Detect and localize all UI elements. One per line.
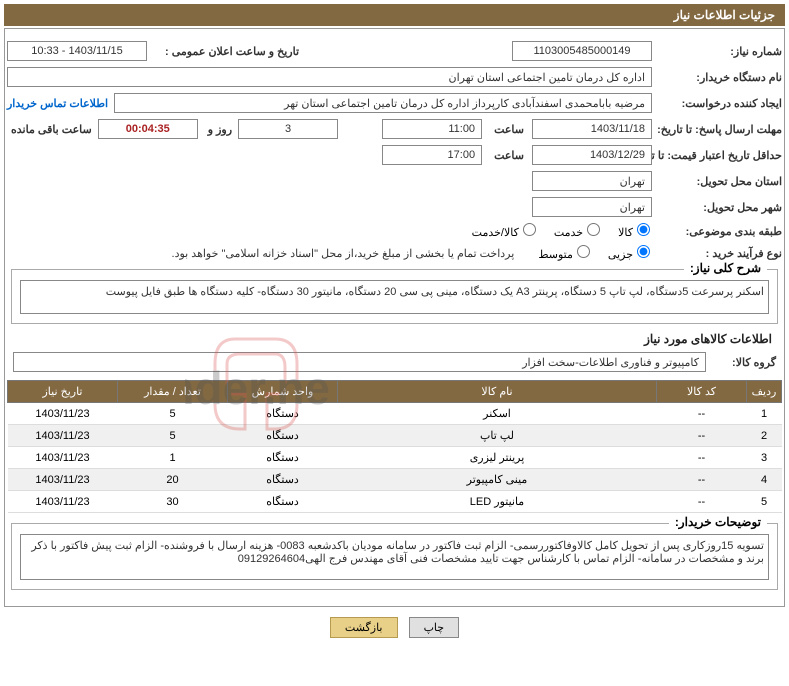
label-time-1: ساعت xyxy=(490,123,524,136)
link-buyer-contact[interactable]: اطلاعات تماس خریدار xyxy=(7,97,108,110)
label-validity: حداقل تاریخ اعتبار قیمت: تا تاریخ: xyxy=(652,149,782,162)
cell-idx: 5 xyxy=(747,491,782,513)
label-city: شهر محل تحویل: xyxy=(652,201,782,214)
radio-label-medium: متوسط xyxy=(538,249,573,261)
value-req-no: 1103005485000149 xyxy=(512,41,652,61)
cell-date: 1403/11/23 xyxy=(8,491,118,513)
cell-unit: دستگاه xyxy=(228,491,338,513)
cell-unit: دستگاه xyxy=(228,447,338,469)
back-button[interactable]: بازگشت xyxy=(330,617,398,638)
label-group: گروه کالا: xyxy=(706,356,776,369)
label-summary: شرح کلی نیاز: xyxy=(684,261,767,275)
cell-qty: 20 xyxy=(118,469,228,491)
value-province: تهران xyxy=(532,171,652,191)
label-category: طبقه بندی موضوعی: xyxy=(652,225,782,238)
cell-qty: 5 xyxy=(118,425,228,447)
section-items-title: اطلاعات کالاهای مورد نیاز xyxy=(7,332,772,346)
cell-code: -- xyxy=(657,403,747,425)
label-announce: تاریخ و ساعت اعلان عمومی : xyxy=(161,45,299,58)
cell-idx: 2 xyxy=(747,425,782,447)
value-timer: 00:04:35 xyxy=(98,119,198,139)
value-deadline-time: 11:00 xyxy=(382,119,482,139)
cell-date: 1403/11/23 xyxy=(8,403,118,425)
th-idx: رديف xyxy=(747,381,782,403)
radio-cat-goods[interactable] xyxy=(637,223,650,236)
cell-name: لپ تاپ xyxy=(338,425,657,447)
value-validity-date: 1403/12/29 xyxy=(532,145,652,165)
process-note: پرداخت تمام یا بخشی از مبلغ خرید،از محل … xyxy=(172,247,515,260)
th-code: کد کالا xyxy=(657,381,747,403)
radio-proc-partial[interactable] xyxy=(637,245,650,258)
radio-label-both: کالا/خدمت xyxy=(472,227,519,239)
th-date: تاریخ نیاز xyxy=(8,381,118,403)
label-deadline: مهلت ارسال پاسخ: تا تاریخ: xyxy=(652,123,782,136)
cell-date: 1403/11/23 xyxy=(8,469,118,491)
print-button[interactable]: چاپ xyxy=(409,617,460,638)
value-deadline-date: 1403/11/18 xyxy=(532,119,652,139)
cell-name: مانیتور LED xyxy=(338,491,657,513)
radio-label-goods: کالا xyxy=(618,227,633,239)
value-days-remaining: 3 xyxy=(238,119,338,139)
cell-idx: 3 xyxy=(747,447,782,469)
label-creator: ایجاد کننده درخواست: xyxy=(652,97,782,110)
value-announce: 1403/11/15 - 10:33 xyxy=(7,41,147,61)
label-buyer-org: نام دستگاه خریدار: xyxy=(652,71,782,84)
cell-unit: دستگاه xyxy=(228,425,338,447)
value-group: کامپیوتر و فناوری اطلاعات-سخت افزار xyxy=(13,352,706,372)
value-buyer-org: اداره کل درمان تامین اجتماعی استان تهران xyxy=(7,67,652,87)
th-name: نام کالا xyxy=(338,381,657,403)
items-table: رديف کد کالا نام کالا واحد شمارش تعداد /… xyxy=(7,380,782,513)
radio-cat-service[interactable] xyxy=(587,223,600,236)
value-validity-time: 17:00 xyxy=(382,145,482,165)
cell-qty: 1 xyxy=(118,447,228,469)
panel-title: جزئیات اطلاعات نیاز xyxy=(4,4,785,26)
label-days-and: روز و xyxy=(204,123,232,136)
label-req-no: شماره نیاز: xyxy=(652,45,782,58)
label-remaining: ساعت باقى مانده xyxy=(7,123,92,136)
cell-qty: 30 xyxy=(118,491,228,513)
cell-idx: 1 xyxy=(747,403,782,425)
th-qty: تعداد / مقدار xyxy=(118,381,228,403)
radio-label-service: خدمت xyxy=(554,227,583,239)
cell-date: 1403/11/23 xyxy=(8,425,118,447)
textarea-buyer-notes xyxy=(20,534,769,580)
cell-idx: 4 xyxy=(747,469,782,491)
label-process: نوع فرآیند خرید : xyxy=(652,247,782,260)
table-row: 1--اسکنردستگاه51403/11/23 xyxy=(8,403,782,425)
value-city: تهران xyxy=(532,197,652,217)
cell-name: پرینتر لیزری xyxy=(338,447,657,469)
cell-code: -- xyxy=(657,447,747,469)
cell-unit: دستگاه xyxy=(228,403,338,425)
label-time-2: ساعت xyxy=(490,149,524,162)
radio-label-partial: جزیی xyxy=(608,249,633,261)
cell-code: -- xyxy=(657,469,747,491)
label-buyer-notes: توضیحات خریدار: xyxy=(669,515,767,529)
label-province: استان محل تحویل: xyxy=(652,175,782,188)
cell-date: 1403/11/23 xyxy=(8,447,118,469)
value-creator: مرضیه بابامحمدی اسفندآبادی کارپرداز ادار… xyxy=(114,93,652,113)
cell-name: مینی کامپیوتر xyxy=(338,469,657,491)
table-row: 5--مانیتور LEDدستگاه301403/11/23 xyxy=(8,491,782,513)
table-row: 3--پرینتر لیزریدستگاه11403/11/23 xyxy=(8,447,782,469)
table-row: 2--لپ تاپدستگاه51403/11/23 xyxy=(8,425,782,447)
cell-unit: دستگاه xyxy=(228,469,338,491)
cell-code: -- xyxy=(657,425,747,447)
cell-code: -- xyxy=(657,491,747,513)
th-unit: واحد شمارش xyxy=(228,381,338,403)
cell-qty: 5 xyxy=(118,403,228,425)
textarea-summary xyxy=(20,280,769,314)
cell-name: اسکنر xyxy=(338,403,657,425)
table-row: 4--مینی کامپیوتردستگاه201403/11/23 xyxy=(8,469,782,491)
radio-cat-both[interactable] xyxy=(523,223,536,236)
radio-proc-medium[interactable] xyxy=(577,245,590,258)
